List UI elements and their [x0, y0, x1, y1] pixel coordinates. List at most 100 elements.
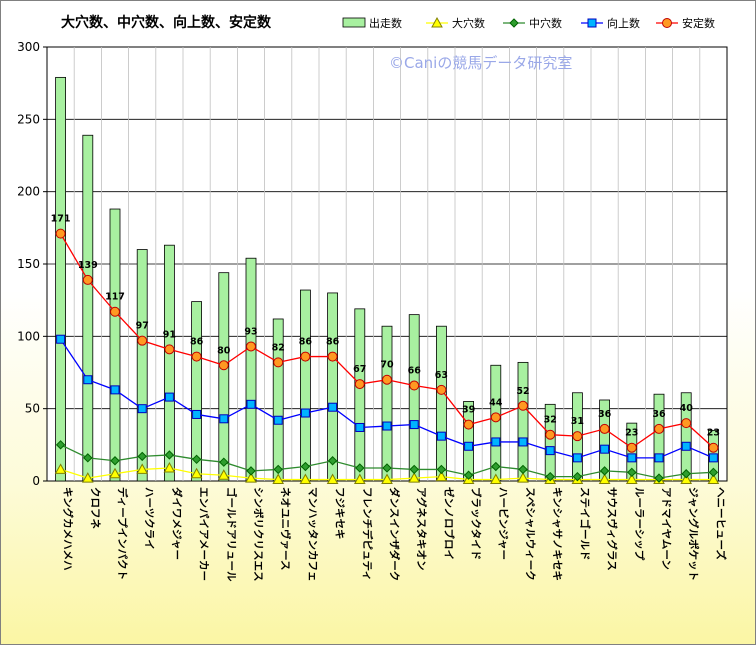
marker-square [654, 453, 664, 463]
bar [435, 325, 447, 482]
marker-square [328, 402, 338, 412]
marker-triangle [625, 473, 638, 485]
data-label: 91 [163, 329, 176, 340]
marker-diamond [545, 471, 555, 482]
data-label: 171 [51, 214, 71, 225]
marker-square [572, 453, 582, 463]
marker-triangle [190, 467, 203, 479]
marker-circle [327, 351, 338, 362]
marker-diamond [436, 464, 447, 475]
marker-triangle [109, 467, 121, 479]
category-label: ハーツクライ [143, 487, 155, 550]
data-label: 86 [299, 337, 313, 348]
watermark: ©Caniの競馬データ研究室 [389, 54, 572, 72]
marker-square [627, 453, 637, 463]
marker-square [300, 408, 310, 418]
legend-label: 大穴数 [452, 16, 485, 30]
marker-diamond [55, 440, 66, 450]
data-labels: 171 139 117 97 91 86 80 93 82 86 86 67 70 66 63 39 44 52 3… [51, 214, 720, 439]
y-tick-label: 50 [25, 402, 40, 416]
bar [136, 249, 148, 482]
marker-diamond [273, 464, 283, 475]
marker-diamond [572, 471, 583, 482]
y-tick-label: 200 [17, 185, 40, 199]
marker-triangle [54, 463, 67, 474]
bar [327, 292, 339, 482]
marker-diamond [409, 464, 419, 475]
bar [653, 393, 665, 482]
data-label: 139 [78, 260, 98, 271]
category-label: ディープインパクト [116, 487, 129, 580]
marker-circle [518, 400, 528, 411]
y-axis: 0 50 100 150 200 250 300 [17, 40, 47, 488]
data-label: 40 [680, 403, 694, 414]
marker-diamond [83, 453, 93, 463]
marker-circle [382, 374, 392, 385]
marker-triangle [431, 16, 443, 28]
y-tick-label: 150 [17, 257, 40, 271]
data-label: 86 [326, 337, 340, 348]
data-label: 23 [707, 428, 720, 439]
category-label: ネオユニヴァース [279, 487, 292, 570]
marker-square [436, 431, 446, 441]
marker-square [491, 437, 501, 447]
marker-diamond [300, 461, 311, 472]
marker-diamond [110, 456, 120, 466]
marker-diamond [246, 466, 256, 476]
category-label: キングカメハメハ [62, 487, 75, 571]
marker-square [600, 444, 610, 454]
category-label: アドマイヤムーン [660, 487, 672, 570]
data-label: 117 [105, 292, 125, 303]
marker-triangle [408, 472, 421, 483]
marker-diamond [627, 467, 637, 478]
data-label: 66 [408, 366, 422, 377]
marker-triangle [136, 463, 149, 474]
data-label: 63 [435, 370, 448, 381]
bar [109, 208, 121, 482]
marker-triangle [81, 472, 94, 483]
data-label: 70 [380, 360, 394, 371]
category-label: アグネスタキオン [415, 487, 428, 570]
marker-circle [55, 228, 66, 239]
marker-triangle [489, 473, 502, 485]
category-label: ダイワメジャー [170, 487, 183, 560]
marker-triangle [381, 473, 393, 485]
marker-square [708, 453, 718, 463]
marker-diamond [327, 456, 338, 466]
legend-swatch-bar [342, 17, 366, 28]
marker-square [587, 18, 597, 28]
marker-square [192, 409, 202, 419]
marker-diamond [509, 18, 519, 28]
marker-triangle [680, 473, 693, 485]
category-label: フレンチデピュティ [361, 487, 374, 581]
marker-square [164, 392, 174, 402]
x-axis: キングカメハメハ クロフネ ディープインパクト ハーツクライ ダイワメジャー エンパイアメ… [62, 487, 728, 582]
bar [408, 314, 420, 482]
data-label: 67 [353, 364, 366, 375]
marker-circle [572, 431, 583, 442]
category-label: ダンスインザダーク [388, 487, 401, 581]
category-label: ゴールドアリュール [225, 487, 238, 582]
marker-diamond [382, 463, 392, 473]
data-label: 86 [190, 337, 204, 348]
bar [82, 134, 94, 482]
legend: 出走数 大穴数 中穴数 向上数 安定数 [342, 16, 715, 30]
marker-circle [436, 384, 447, 395]
data-label: 23 [625, 428, 638, 439]
bar [55, 76, 66, 482]
data-label: 32 [544, 415, 557, 426]
marker-circle [273, 357, 284, 368]
grid-lines [47, 47, 727, 481]
y-tick-label: 300 [17, 40, 40, 54]
category-label: フジキセキ [334, 487, 346, 540]
marker-circle [463, 419, 474, 430]
category-label: シンボリクリスエス [252, 487, 265, 582]
data-label: 31 [571, 416, 584, 427]
marker-square [518, 437, 528, 447]
chart-title: 大穴数、中穴数、向上数、安定数 [61, 14, 272, 31]
data-label: 39 [462, 405, 475, 416]
marker-square [137, 404, 147, 414]
marker-diamond [708, 467, 719, 478]
marker-diamond [518, 464, 528, 475]
marker-triangle [245, 472, 257, 483]
